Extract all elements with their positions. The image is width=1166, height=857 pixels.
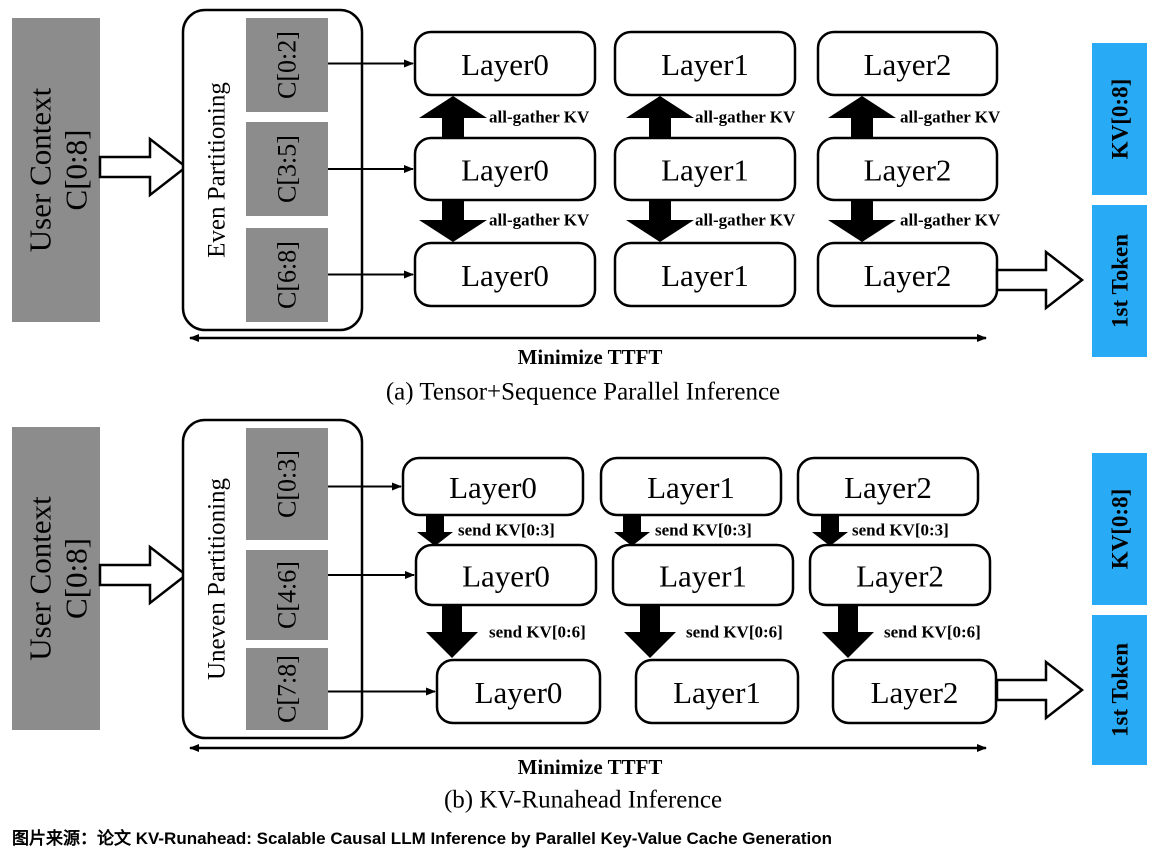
output-hollow-arrow (995, 249, 1085, 311)
layer-box (413, 136, 597, 202)
kv-communication-arrow (626, 96, 694, 138)
panel-caption: (b) KV-Runahead Inference (444, 787, 722, 814)
context-chunk-box (246, 122, 328, 216)
kv-communication-label: all-gather KV (695, 108, 796, 127)
kv-communication-arrow (426, 606, 478, 658)
kv-communication-arrow (812, 516, 848, 546)
layer-label: Layer2 (864, 258, 952, 293)
layer-box (401, 456, 585, 517)
input-hollow-arrow (98, 136, 189, 198)
kv-communication-arrow (614, 516, 650, 546)
context-chunk-label: C[4:6] (273, 561, 302, 629)
layer-box (613, 136, 797, 202)
layer-box (414, 543, 598, 607)
kv-communication-arrow (822, 606, 874, 658)
ttft-label: Minimize TTFT (518, 755, 663, 779)
layer-label: Layer1 (647, 470, 735, 505)
kv-communication-label: all-gather KV (900, 108, 1001, 127)
kv-communication-arrow (419, 200, 487, 242)
partition-label: Even Partitioning (204, 82, 231, 258)
context-chunk-label: C[6:8] (273, 241, 302, 309)
kv-communication-label: all-gather KV (489, 211, 590, 230)
layer-label: Layer0 (461, 47, 549, 82)
first-token-output-box (1092, 615, 1147, 765)
layer-label: Layer2 (871, 675, 959, 710)
layer-label: Layer2 (864, 153, 952, 188)
first-token-output-box (1092, 205, 1147, 357)
layer-label: Layer0 (462, 559, 550, 594)
context-chunk-label: C[0:3] (273, 450, 302, 518)
layer-label: Layer0 (449, 470, 537, 505)
kv-cache-output-box (1092, 453, 1147, 605)
kv-communication-label: send KV[0:6] (489, 623, 586, 642)
user-context-range: C[0:8] (59, 130, 94, 211)
layer-label: Layer0 (461, 153, 549, 188)
kv-communication-arrow (828, 96, 896, 138)
first-token-output-label: 1st Token (1108, 643, 1133, 737)
layer-label: Layer0 (475, 675, 563, 710)
layer-label: Layer1 (673, 675, 761, 710)
image-source-footer: 图片来源：论文 KV-Runahead: Scalable Causal LLM… (12, 829, 833, 848)
layer-label: Layer0 (461, 258, 549, 293)
layer-label: Layer1 (661, 258, 749, 293)
output-hollow-arrow (995, 659, 1085, 721)
context-chunk-box (246, 648, 328, 730)
layer-label: Layer2 (856, 559, 944, 594)
layer-box (613, 30, 797, 97)
kv-communication-arrow (419, 96, 487, 138)
layer-box (816, 136, 999, 202)
layer-box (796, 456, 980, 517)
layer-label: Layer1 (661, 153, 749, 188)
context-chunk-label: C[3:5] (273, 135, 302, 203)
kv-communication-arrow (624, 606, 676, 658)
layer-label: Layer2 (844, 470, 932, 505)
partition-label: Uneven Partitioning (204, 477, 231, 680)
kv-communication-label: send KV[0:3] (458, 521, 555, 540)
context-chunk-box (246, 550, 328, 640)
user-context-label: User Context (23, 87, 58, 252)
layer-box (435, 658, 602, 725)
kv-communication-label: send KV[0:3] (655, 521, 752, 540)
layer-box (816, 30, 999, 97)
kv-communication-label: send KV[0:6] (884, 623, 981, 642)
input-hollow-arrow (98, 544, 189, 606)
layer-label: Layer1 (659, 559, 747, 594)
user-context-range: C[0:8] (59, 538, 94, 619)
kv-cache-output-label: KV[0:8] (1108, 489, 1133, 569)
layer-box (611, 543, 795, 607)
layer-box (634, 658, 800, 725)
kv-communication-arrow (626, 200, 694, 242)
kv-communication-label: all-gather KV (900, 211, 1001, 230)
layer-box (413, 30, 597, 97)
kv-cache-output-box (1092, 43, 1147, 195)
layer-label: Layer2 (864, 47, 952, 82)
first-token-output-label: 1st Token (1108, 234, 1133, 328)
kv-communication-arrow (417, 516, 453, 546)
context-chunk-label: C[0:2] (273, 31, 302, 99)
context-chunk-box (246, 428, 328, 540)
layer-box (808, 543, 992, 607)
panel-caption: (a) Tensor+Sequence Parallel Inference (386, 379, 780, 406)
user-context-label: User Context (23, 496, 58, 661)
kv-cache-output-label: KV[0:8] (1108, 79, 1133, 159)
context-chunk-box (246, 228, 328, 322)
layer-box (599, 456, 783, 517)
user-context-box (12, 427, 100, 730)
layer-box (413, 241, 597, 308)
kv-communication-label: all-gather KV (489, 108, 590, 127)
kv-communication-label: send KV[0:6] (686, 623, 783, 642)
context-chunk-label: C[7:8] (273, 655, 302, 723)
kv-communication-label: send KV[0:3] (852, 521, 949, 540)
layer-box (613, 241, 797, 308)
kv-communication-arrow (828, 200, 896, 242)
user-context-box (12, 18, 100, 322)
ttft-label: Minimize TTFT (518, 345, 663, 369)
kv-communication-label: all-gather KV (695, 211, 796, 230)
layer-label: Layer1 (661, 47, 749, 82)
context-chunk-box (246, 18, 328, 112)
